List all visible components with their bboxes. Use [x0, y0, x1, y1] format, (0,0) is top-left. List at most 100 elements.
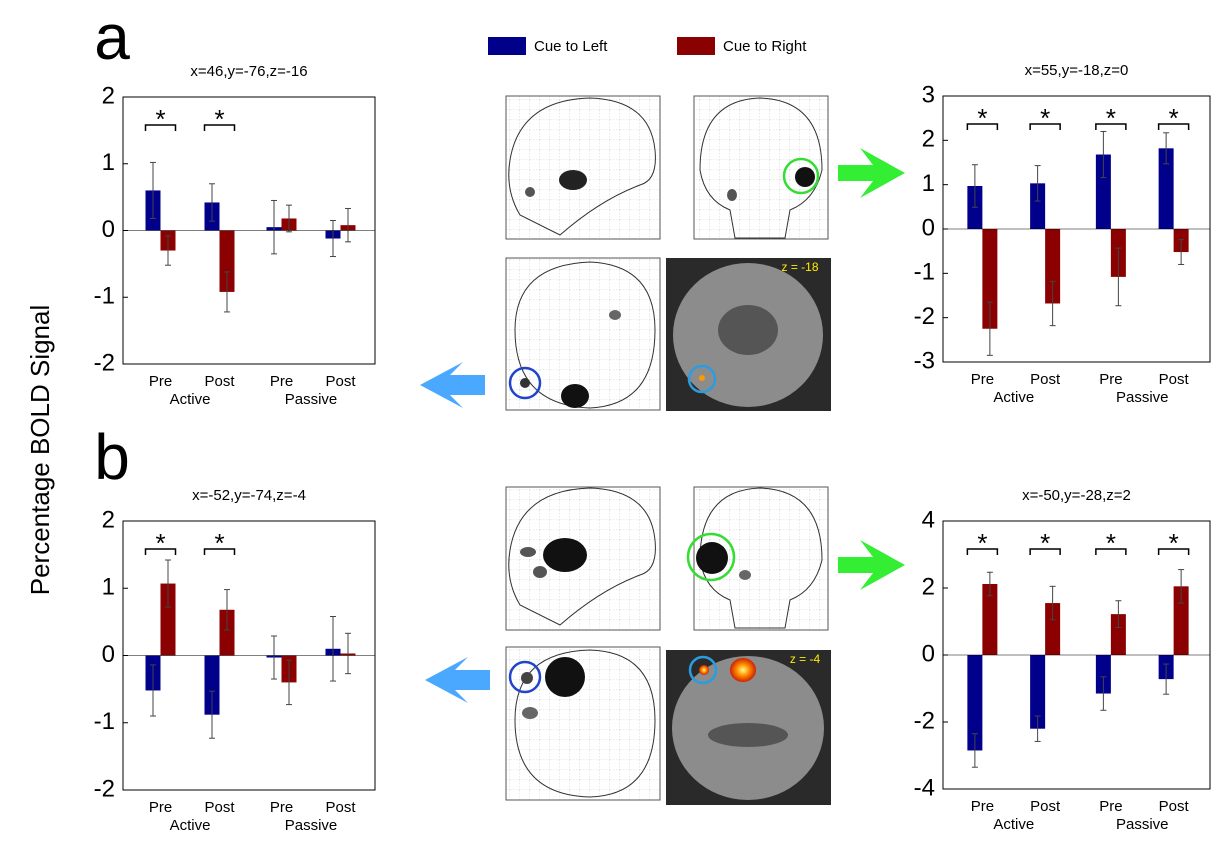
- significance-marker: *: [977, 528, 987, 558]
- significance-marker: *: [1040, 103, 1050, 133]
- y-tick-label: 1: [102, 149, 115, 176]
- bar: [160, 583, 176, 656]
- legend-label: Cue to Left: [534, 38, 608, 55]
- significance-bracket: [1095, 123, 1127, 130]
- y-tick-label: 2: [102, 506, 115, 533]
- y-tick-label: -1: [94, 708, 115, 735]
- y-tick-label: -2: [914, 303, 935, 330]
- x-tick-label: Post: [1030, 798, 1061, 815]
- y-tick-label: -2: [94, 349, 115, 376]
- bar: [982, 229, 998, 329]
- x-tick-label: Pre: [149, 373, 172, 390]
- significance-marker: *: [155, 528, 165, 558]
- significance-bracket: [966, 123, 999, 130]
- bar: [1095, 154, 1111, 229]
- y-tick-label: 0: [922, 640, 935, 667]
- x-tick-label: Pre: [971, 371, 994, 388]
- brain-views-b: z = -4: [505, 486, 831, 805]
- significance-bracket: [1029, 123, 1061, 130]
- x-tick-label: Pre: [1099, 798, 1122, 815]
- significance-marker: *: [977, 103, 987, 133]
- group-label: Active: [170, 817, 211, 834]
- x-tick-label: Post: [204, 799, 235, 816]
- group-label: Active: [170, 391, 211, 408]
- x-tick-label: Pre: [1099, 371, 1122, 388]
- significance-marker: *: [214, 104, 224, 134]
- bar: [1030, 183, 1046, 229]
- legend-swatch: [488, 37, 526, 55]
- chart-title: x=-52,y=-74,z=-4: [192, 487, 306, 504]
- significance-bracket: [144, 124, 177, 131]
- bar: [1045, 229, 1061, 304]
- x-tick-label: Post: [1159, 798, 1190, 815]
- significance-marker: *: [1040, 528, 1050, 558]
- x-tick-label: Pre: [971, 798, 994, 815]
- y-tick-label: -1: [94, 283, 115, 310]
- slice-label: z = -18: [781, 260, 818, 274]
- y-tick-label: -3: [914, 347, 935, 374]
- x-tick-label: Pre: [149, 799, 172, 816]
- bar: [1158, 148, 1174, 229]
- legend-label: Cue to Right: [723, 38, 807, 55]
- brain-views-a: z = -18: [505, 95, 831, 411]
- legend-swatch: [677, 37, 715, 55]
- bar: [1173, 586, 1189, 655]
- x-tick-label: Post: [204, 373, 235, 390]
- group-label: Passive: [285, 391, 338, 408]
- significance-bracket: [966, 548, 999, 555]
- significance-marker: *: [1106, 103, 1116, 133]
- bar: [1030, 655, 1046, 729]
- arrow: [838, 148, 905, 198]
- significance-bracket: [144, 548, 177, 555]
- arrow: [420, 362, 485, 408]
- significance-marker: *: [214, 528, 224, 558]
- x-tick-label: Pre: [270, 799, 293, 816]
- chart-title: x=46,y=-76,z=-16: [190, 63, 307, 80]
- bar: [1095, 655, 1111, 694]
- significance-bracket: [1095, 548, 1127, 555]
- panel-label: a: [94, 1, 130, 73]
- y-tick-label: 1: [102, 574, 115, 601]
- significance-bracket: [1157, 548, 1190, 555]
- slice-label: z = -4: [790, 652, 821, 666]
- y-tick-label: -4: [914, 774, 935, 801]
- y-tick-label: 0: [922, 214, 935, 241]
- significance-marker: *: [1106, 528, 1116, 558]
- x-tick-label: Post: [325, 799, 356, 816]
- x-tick-label: Post: [1159, 371, 1190, 388]
- y-tick-label: -2: [94, 775, 115, 802]
- group-label: Passive: [285, 817, 338, 834]
- arrow: [838, 540, 905, 590]
- y-tick-label: 0: [102, 641, 115, 668]
- y-tick-label: 4: [922, 506, 935, 533]
- y-tick-label: -2: [914, 707, 935, 734]
- y-tick-label: -1: [914, 259, 935, 286]
- bar: [219, 230, 235, 292]
- group-label: Active: [993, 816, 1034, 833]
- y-tick-label: 3: [922, 81, 935, 108]
- significance-marker: *: [1169, 528, 1179, 558]
- y-axis-label: Percentage BOLD Signal: [25, 305, 55, 596]
- significance-marker: *: [155, 104, 165, 134]
- chart-title: x=-50,y=-28,z=2: [1022, 487, 1131, 504]
- significance-bracket: [1157, 123, 1190, 130]
- bar: [219, 609, 235, 656]
- x-tick-label: Post: [1030, 371, 1061, 388]
- panel-label: b: [94, 421, 130, 493]
- bar: [967, 655, 983, 751]
- bar: [982, 583, 998, 655]
- y-tick-label: 0: [102, 216, 115, 243]
- chart-title: x=55,y=-18,z=0: [1025, 62, 1129, 79]
- group-label: Active: [993, 389, 1034, 406]
- y-tick-label: 1: [922, 170, 935, 197]
- significance-bracket: [203, 124, 236, 131]
- significance-marker: *: [1169, 103, 1179, 133]
- group-label: Passive: [1116, 389, 1169, 406]
- y-tick-label: 2: [922, 573, 935, 600]
- y-tick-label: 2: [922, 126, 935, 153]
- y-tick-label: 2: [102, 82, 115, 109]
- significance-bracket: [203, 548, 236, 555]
- bar: [204, 655, 220, 715]
